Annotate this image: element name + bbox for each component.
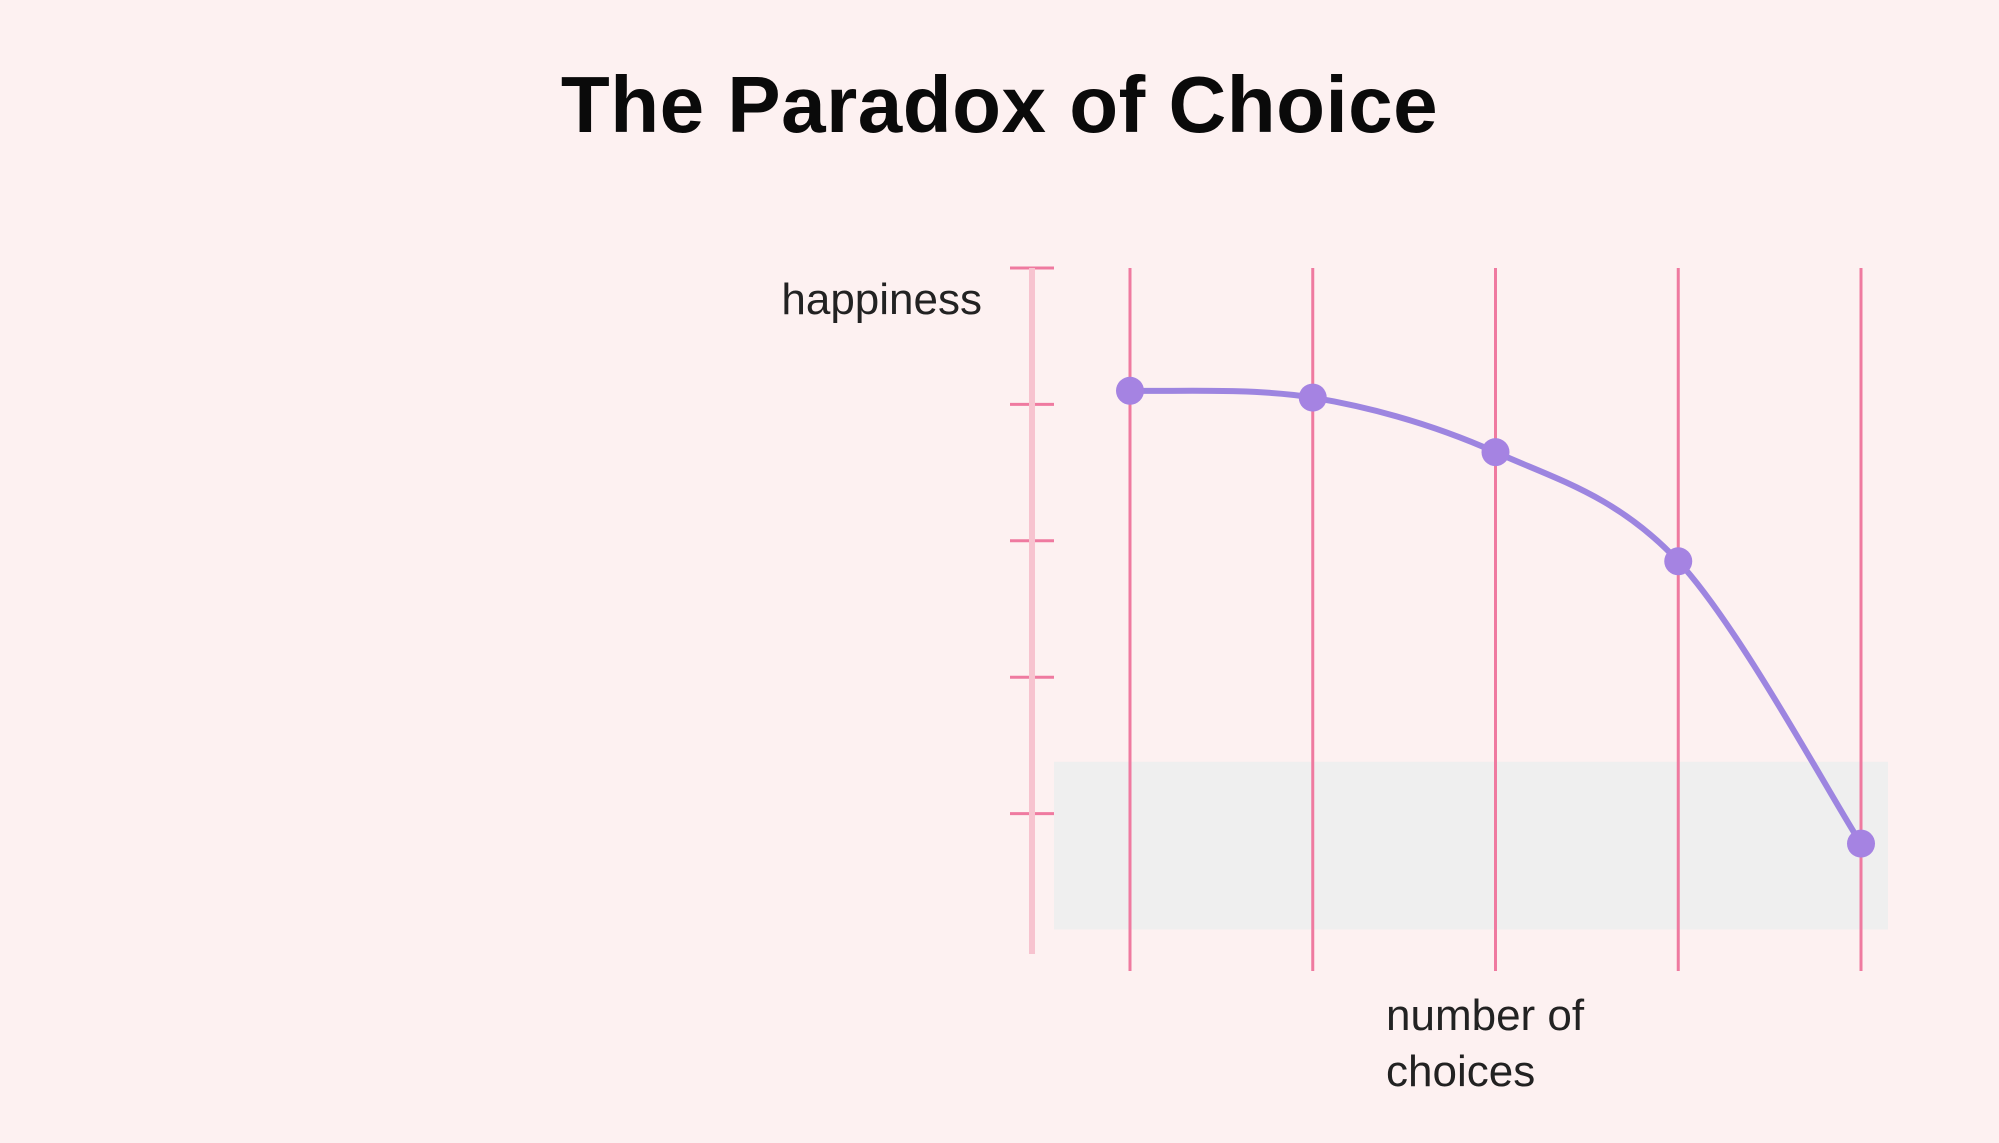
- data-point-5: [1847, 829, 1875, 858]
- data-point-2: [1298, 383, 1327, 412]
- highlight-band: [1054, 761, 1888, 930]
- x-axis-label-line-2: choices: [1386, 1047, 1535, 1096]
- chart-title: The Paradox of Choice: [560, 60, 1439, 149]
- y-axis-label: happiness: [781, 275, 982, 324]
- data-point-4: [1664, 547, 1693, 576]
- series-line: [1127, 387, 1864, 847]
- x-axis-label-line-1: number of: [1386, 991, 1585, 1040]
- data-points: [1116, 376, 1875, 858]
- data-point-3: [1481, 438, 1510, 467]
- data-point-1: [1116, 376, 1144, 405]
